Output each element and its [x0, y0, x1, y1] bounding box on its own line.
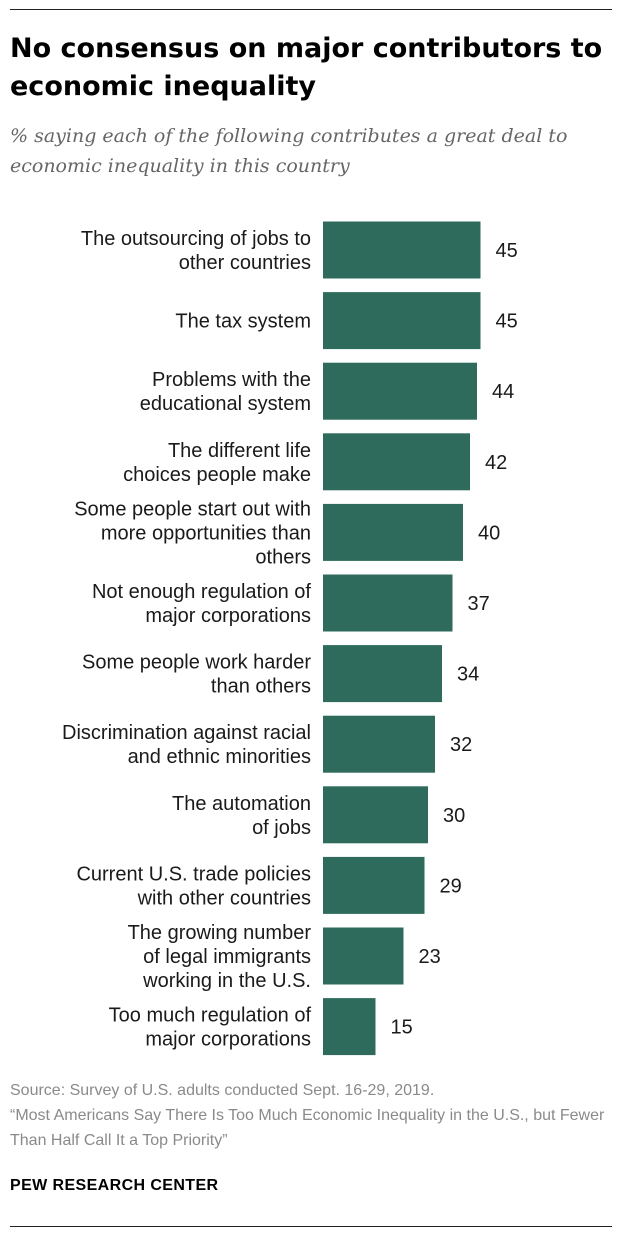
- value-label: 23: [419, 946, 441, 968]
- chart-subtitle: % saying each of the following contribut…: [10, 125, 568, 177]
- category-label-line: The automation: [172, 793, 311, 815]
- value-label: 42: [485, 452, 507, 474]
- bar: [323, 927, 404, 985]
- category-label: Problems with the educational system: [140, 369, 311, 415]
- category-label-line: more opportunities than: [101, 522, 311, 544]
- bar: [323, 998, 376, 1056]
- bar: [323, 433, 470, 491]
- bar: [323, 856, 425, 914]
- value-label: 15: [391, 1017, 413, 1039]
- category-label-line: Discrimination against racial: [62, 722, 311, 744]
- bottom-rule: [10, 1226, 612, 1227]
- category-label-line: educational system: [140, 393, 311, 415]
- value-label: 30: [443, 805, 465, 827]
- chart-title: No consensus on major contributors to ec…: [10, 33, 603, 102]
- bar: [323, 786, 428, 844]
- category-label-line: of jobs: [252, 817, 311, 839]
- category-label-line: with other countries: [137, 887, 311, 909]
- category-label-line: The different life: [168, 440, 311, 462]
- value-label: 40: [478, 522, 500, 544]
- category-label-line: major corporations: [145, 1029, 311, 1051]
- value-label: 37: [468, 593, 490, 615]
- bar: [323, 362, 477, 420]
- category-label: Current U.S. trade policies with other co…: [76, 863, 311, 909]
- bar: [323, 645, 442, 703]
- category-label-line: Current U.S. trade policies: [76, 863, 311, 885]
- category-label: Not enough regulation of major corporatio…: [92, 581, 311, 627]
- bar: [323, 715, 435, 773]
- pew-logo: PEW RESEARCH CENTER: [10, 1177, 219, 1194]
- bar: [323, 503, 463, 561]
- category-label-line: than others: [211, 676, 311, 698]
- value-label: 34: [457, 664, 479, 686]
- category-label: The growing number of legal immigrants wor…: [128, 922, 312, 992]
- value-label: 32: [450, 734, 472, 756]
- bar: [323, 292, 481, 350]
- bar-chart: 45 The outsourcing of jobs to other countr…: [62, 221, 518, 1056]
- category-label-line: of legal immigrants: [143, 946, 311, 968]
- value-label: 29: [440, 875, 462, 897]
- category-label: Some people start out with more opportuni…: [74, 498, 311, 568]
- category-label-line: choices people make: [123, 464, 311, 486]
- category-label-line: The growing number: [128, 922, 312, 944]
- value-label: 45: [496, 240, 518, 262]
- value-label: 45: [496, 311, 518, 333]
- category-label-line: Not enough regulation of: [92, 581, 311, 603]
- category-label-line: others: [255, 546, 311, 568]
- category-label-line: Some people start out with: [74, 498, 311, 520]
- category-label-line: Too much regulation of: [109, 1005, 312, 1027]
- category-label-line: and ethnic minorities: [128, 746, 311, 768]
- category-label: Too much regulation of major corporations: [109, 1005, 312, 1051]
- report-title-line: “Most Americans Say There Is Too Much Ec…: [10, 1107, 605, 1149]
- category-label: The automation of jobs: [172, 793, 311, 839]
- top-rule: [10, 9, 612, 10]
- bar: [323, 221, 481, 279]
- category-label: The tax system: [175, 311, 311, 333]
- category-label: The different life choices people make: [123, 440, 311, 486]
- category-label-line: major corporations: [145, 605, 311, 627]
- bar: [323, 574, 453, 632]
- value-label: 44: [492, 381, 514, 403]
- category-label-line: other countries: [179, 252, 311, 274]
- category-label-line: The tax system: [175, 311, 311, 333]
- category-label: Discrimination against racial and ethnic …: [62, 722, 311, 768]
- source-line: Source: Survey of U.S. adults conducted …: [10, 1082, 435, 1099]
- category-label-line: Problems with the: [152, 369, 311, 391]
- category-label: Some people work harder than others: [82, 652, 311, 698]
- category-label: The outsourcing of jobs to other countrie…: [81, 228, 311, 274]
- category-label-line: Some people work harder: [82, 652, 311, 674]
- source-note: Source: Survey of U.S. adults conducted …: [10, 1078, 610, 1153]
- category-label-line: working in the U.S.: [142, 970, 311, 992]
- category-label-line: The outsourcing of jobs to: [81, 228, 311, 250]
